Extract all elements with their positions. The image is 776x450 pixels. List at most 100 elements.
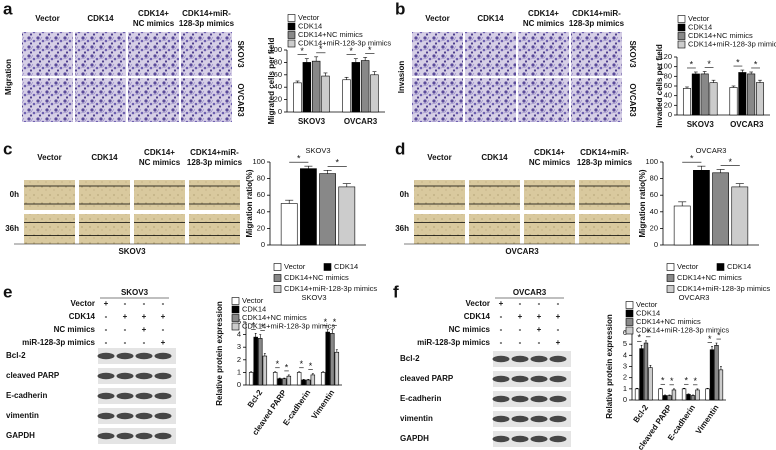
row-label: 36h (5, 224, 19, 233)
error-bar (668, 394, 671, 396)
column-header: 128-3p mimics (569, 19, 625, 28)
panel-label: b (395, 0, 405, 18)
error-bar (702, 71, 707, 74)
blot-band (97, 432, 115, 440)
treatment-sign: + (537, 312, 542, 321)
treatment-sign: - (105, 312, 108, 321)
error-bar (715, 342, 718, 346)
error-bar (640, 344, 643, 349)
error-bar (250, 371, 253, 373)
significance-label: * (297, 154, 301, 164)
significance-label: * (717, 330, 721, 340)
transwell-image (75, 32, 126, 76)
treatment-name: CDK14 (464, 312, 491, 321)
treatment-sign: - (538, 299, 541, 308)
error-bar (685, 86, 689, 89)
bar (643, 342, 649, 401)
protein-label: GAPDH (6, 431, 35, 440)
blot-band (135, 392, 153, 400)
significance-label: * (261, 322, 265, 332)
bar (248, 372, 254, 386)
bar (712, 172, 729, 246)
wound-image (189, 180, 240, 210)
significance-label: * (324, 317, 328, 327)
y-tick-label: 1 (237, 367, 241, 376)
error-bar (353, 58, 358, 63)
y-tick-label: 0 (237, 380, 241, 389)
treatment-sign: - (105, 338, 108, 347)
blot-band (492, 415, 510, 423)
bar (667, 395, 672, 401)
blot-band (492, 435, 510, 443)
caption: OVCAR3 (505, 247, 539, 256)
transwell-image (465, 78, 516, 122)
blot-band (135, 412, 153, 420)
bar (705, 388, 710, 401)
wound-image (524, 180, 575, 210)
legend-label: CDK14+NC mimics (298, 30, 363, 39)
error-bar (692, 394, 694, 396)
cell-line: OVCAR3 (513, 288, 547, 297)
treatment-sign: + (499, 299, 504, 308)
bar (709, 82, 718, 116)
bar (693, 170, 710, 246)
blot-band (511, 435, 529, 443)
error-bar (735, 183, 744, 187)
legend-label: CDK14+NC mimics (636, 317, 701, 326)
bar (634, 388, 640, 401)
legend-swatch (625, 301, 634, 309)
legend-label: CDK14+NC mimics (284, 273, 349, 282)
treatment-sign: + (537, 325, 542, 334)
treatment-sign: - (557, 325, 560, 334)
y-tick-label: 100 (252, 157, 265, 166)
error-bar (322, 371, 325, 373)
y-tick-label: 3 (237, 342, 241, 351)
y-tick-label: 80 (257, 174, 265, 183)
bar (302, 62, 312, 113)
panel-label: c (3, 139, 12, 158)
row-label: OVCAR3 (628, 83, 637, 117)
protein-label: Bcl-2 (400, 354, 420, 363)
caption: SKOV3 (118, 247, 146, 256)
error-bar (372, 71, 377, 75)
bar (330, 333, 335, 386)
bar (296, 372, 302, 386)
y-axis-label: Migration ratio(%) (638, 169, 647, 237)
y-tick-label: 60 (274, 70, 282, 79)
legend-label: CDK14 (334, 262, 358, 271)
bar (286, 375, 292, 386)
legend-label: Vector (242, 296, 264, 305)
error-bar (304, 165, 313, 169)
bar (691, 73, 700, 116)
y-axis-label: Migration ratio(%) (245, 169, 254, 237)
significance-label: * (309, 361, 313, 371)
blot-band (135, 432, 153, 440)
significance-label: * (300, 46, 304, 56)
y-tick-label: 5 (623, 339, 627, 348)
row-label: SKOV3 (236, 40, 245, 68)
column-header: Vector (427, 153, 451, 162)
protein-label: GAPDH (400, 434, 429, 443)
bar (658, 388, 663, 401)
legend-label: CDK14 (298, 21, 322, 30)
blot-band (549, 435, 567, 443)
bar (334, 351, 340, 386)
bar (747, 73, 756, 116)
blot-band (135, 372, 153, 380)
significance-label: * (661, 376, 665, 386)
error-bar (696, 388, 699, 390)
legend-swatch (625, 318, 634, 326)
chart-title: SKOV3 (305, 146, 330, 155)
legend-swatch (677, 40, 686, 49)
error-bar (342, 183, 351, 187)
bar (325, 331, 330, 386)
transwell-image (465, 32, 516, 76)
blot-band (97, 372, 115, 380)
bar (282, 378, 287, 386)
bar (673, 205, 691, 246)
blot-band (116, 432, 134, 440)
bar (682, 88, 692, 116)
significance-label: * (335, 158, 339, 168)
error-bar (323, 170, 332, 174)
transwell-image (412, 78, 463, 122)
